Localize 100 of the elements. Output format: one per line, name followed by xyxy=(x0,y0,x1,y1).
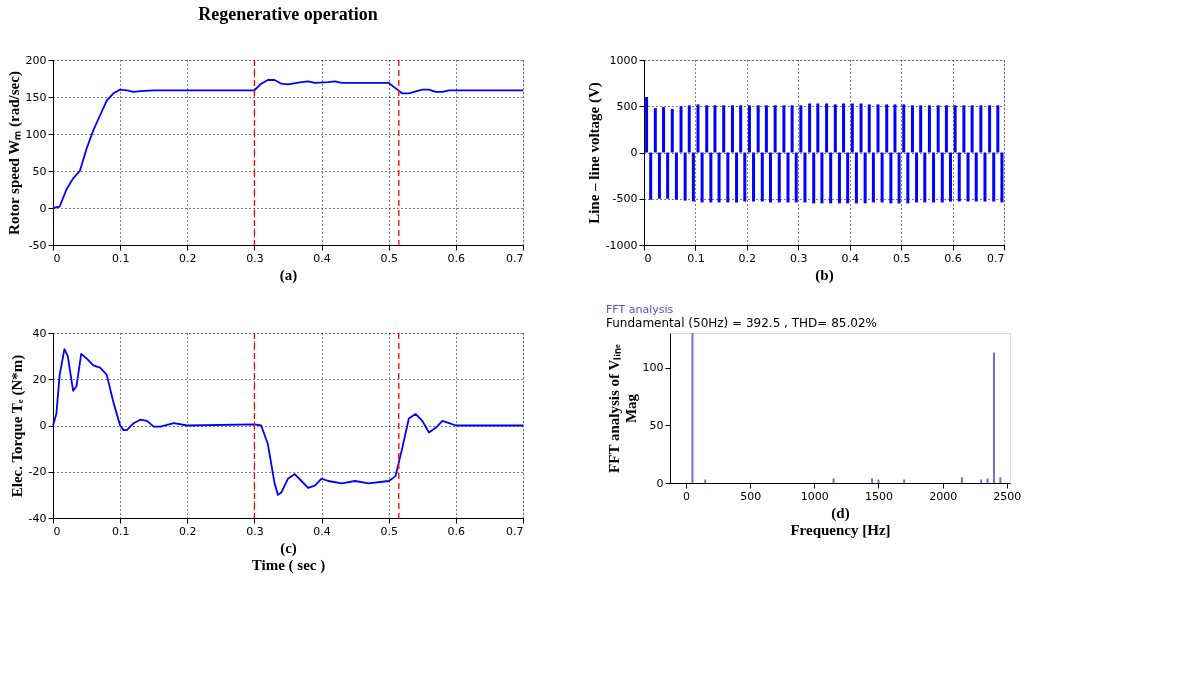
bar xyxy=(752,152,756,202)
bar xyxy=(722,105,726,153)
bar xyxy=(662,107,666,153)
bar xyxy=(986,478,989,483)
bar xyxy=(825,103,829,153)
bar xyxy=(832,478,835,483)
y-tick-label: 100 xyxy=(25,127,47,141)
bar xyxy=(923,152,927,203)
bar xyxy=(957,152,961,202)
bar xyxy=(988,105,992,153)
bar xyxy=(953,105,957,153)
bar xyxy=(927,105,931,153)
y-tick-label: 0 xyxy=(39,419,47,432)
x-tick-label: 0.5 xyxy=(892,251,911,265)
bar xyxy=(880,152,884,203)
x-tick-label: 0.1 xyxy=(687,251,705,265)
bar xyxy=(850,103,854,153)
y-tick-label: 20 xyxy=(32,372,47,386)
x-tick-label: 1500 xyxy=(864,489,893,503)
y-tick-label: 50 xyxy=(32,164,47,178)
bar xyxy=(1000,152,1004,203)
bar xyxy=(666,152,670,199)
bar xyxy=(871,478,874,483)
y-tick-label: 1000 xyxy=(609,53,638,67)
x-tick-label: 0.1 xyxy=(111,524,130,538)
bar xyxy=(871,152,875,203)
y-tick-label: 500 xyxy=(616,99,638,113)
y-tick-label: 0 xyxy=(39,201,47,215)
bar xyxy=(833,104,837,153)
y-axis-title: Mag xyxy=(622,393,639,424)
bar xyxy=(777,152,781,203)
bar xyxy=(902,104,906,153)
y-axis-title: Line – line voltage (V) xyxy=(585,82,603,224)
bar xyxy=(999,477,1002,483)
x-tick-label: 0.6 xyxy=(944,251,962,265)
bar xyxy=(739,105,743,153)
bar xyxy=(786,152,790,203)
y-tick-label: -40 xyxy=(28,511,47,525)
x-tick-label: 0.3 xyxy=(246,251,264,265)
bar xyxy=(867,104,871,153)
x-tick-label: 0.7 xyxy=(506,524,524,538)
bar xyxy=(837,152,841,204)
x-tick-label: 0.7 xyxy=(987,251,1005,265)
bar xyxy=(960,477,963,483)
bar xyxy=(936,105,940,153)
bar xyxy=(940,152,944,203)
y-axis-title: Rotor speed Wₘ (rad/sec) xyxy=(5,71,23,235)
text: (a) xyxy=(279,266,298,284)
line-series xyxy=(52,348,524,496)
y-tick-label: 150 xyxy=(25,90,47,104)
x-tick-label: 0 xyxy=(683,489,691,503)
bar xyxy=(979,105,983,153)
text: (b) xyxy=(815,266,834,284)
x-tick-label: 0.2 xyxy=(179,524,197,538)
bar xyxy=(700,152,704,203)
bar xyxy=(910,105,914,153)
bar xyxy=(670,109,674,153)
bar xyxy=(726,152,730,203)
x-tick-label: 2000 xyxy=(929,489,958,503)
bar xyxy=(687,105,691,153)
y-tick-label: 0 xyxy=(656,476,664,490)
bar xyxy=(674,152,678,200)
text: (c) xyxy=(280,539,297,557)
y-tick-label: 40 xyxy=(32,326,47,340)
bar xyxy=(974,152,978,202)
x-tick-label: 0.5 xyxy=(380,251,398,265)
bar xyxy=(816,103,820,153)
bar xyxy=(889,152,893,204)
bar xyxy=(996,105,1000,153)
bar xyxy=(992,152,996,202)
bar xyxy=(743,152,747,202)
bar xyxy=(709,152,713,203)
bar xyxy=(696,104,700,153)
bar xyxy=(970,105,974,153)
bar xyxy=(854,152,858,204)
bar xyxy=(730,105,734,153)
bar xyxy=(713,105,717,153)
bar xyxy=(944,105,948,153)
bar xyxy=(876,104,880,153)
bar xyxy=(691,333,694,483)
x-tick-label: 0 xyxy=(53,524,61,538)
bar xyxy=(893,104,897,153)
x-tick-label: 0.5 xyxy=(380,524,398,538)
bar xyxy=(760,152,764,202)
bar xyxy=(782,105,786,153)
x-tick-label: 0.1 xyxy=(111,251,130,265)
chart-subtitle: Fundamental (50Hz) = 392.5 , THD= 85.02% xyxy=(606,316,877,330)
bar xyxy=(773,105,777,153)
x-tick-label: 0.4 xyxy=(313,524,331,538)
bar xyxy=(885,104,889,153)
x-axis-title: Frequency [Hz] xyxy=(790,521,891,538)
bar xyxy=(812,152,816,204)
bar xyxy=(735,152,739,203)
bar xyxy=(808,103,812,153)
bar xyxy=(799,105,803,153)
x-tick-label: 0.4 xyxy=(841,251,859,265)
bar xyxy=(691,152,695,202)
text: FFT analysis of Vₗᵢₙₑ xyxy=(605,344,622,473)
bar xyxy=(949,152,953,202)
x-axis-title: Time ( sec ) xyxy=(251,556,326,574)
